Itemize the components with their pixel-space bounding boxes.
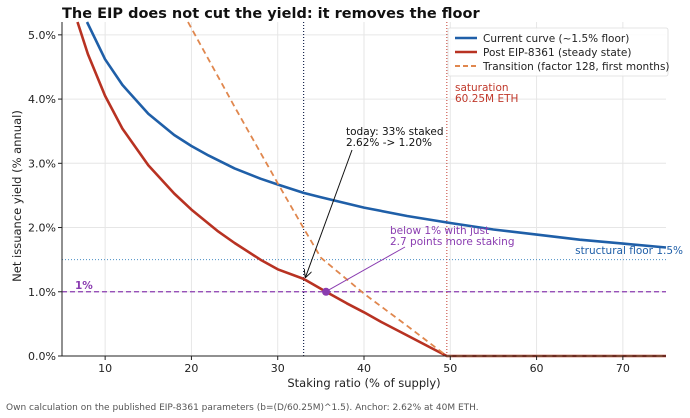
x-tick-label-4: 50 <box>443 362 457 375</box>
x-tick-label-3: 40 <box>357 362 371 375</box>
y-tick-label-1: 1.0% <box>28 286 56 299</box>
x-tick-label-2: 30 <box>271 362 285 375</box>
x-tick-label-0: 10 <box>98 362 112 375</box>
y-tick-label-3: 3.0% <box>28 157 56 170</box>
reference-lines <box>62 22 666 356</box>
legend-label-transition: Transition (factor 128, first months) <box>482 61 670 73</box>
y-tick-label-2: 2.0% <box>28 222 56 235</box>
x-axis-label: Staking ratio (% of supply) <box>287 376 440 390</box>
below-annotation-line2: 2.7 points more staking <box>390 236 515 248</box>
markers <box>322 287 331 296</box>
footnote: Own calculation on the published EIP-836… <box>6 403 479 413</box>
legend: Current curve (~1.5% floor) Post EIP-836… <box>447 27 670 77</box>
saturation-annotation-line1: saturation <box>455 82 509 94</box>
today-annotation-line1: today: 33% staked <box>346 126 444 138</box>
annotations: today: 33% staked 2.62% -> 1.20% saturat… <box>75 82 683 292</box>
legend-label-current: Current curve (~1.5% floor) <box>483 33 629 45</box>
x-tick-label-6: 70 <box>616 362 630 375</box>
below-annotation-line1: below 1% with just <box>390 225 489 237</box>
y-tick-label-5: 5.0% <box>28 29 56 42</box>
tick-labels: 10 20 30 40 50 60 70 0.0% 1.0% 2.0% 3.0% 4.0% 5.0% <box>28 29 630 375</box>
legend-frame <box>447 27 669 77</box>
legend-label-post: Post EIP-8361 (steady state) <box>483 47 631 59</box>
y-tick-label-4: 4.0% <box>28 93 56 106</box>
x-tick-label-1: 20 <box>184 362 198 375</box>
saturation-annotation-line2: 60.25M ETH <box>455 93 518 105</box>
chart-title: The EIP does not cut the yield: it remov… <box>62 6 480 22</box>
today-annotation-line2: 2.62% -> 1.20% <box>346 137 432 149</box>
axes <box>58 22 666 360</box>
x-tick-label-5: 60 <box>530 362 544 375</box>
y-axis-label: Net issuance yield (% annual) <box>10 110 24 282</box>
floor-annotation: structural floor 1.5% <box>575 245 683 257</box>
series-line-post <box>76 21 666 358</box>
y-tick-label-0: 0.0% <box>28 350 56 363</box>
today-arrow <box>306 149 353 277</box>
one-percent-marker <box>322 287 331 296</box>
one-percent-annotation: 1% <box>75 280 93 292</box>
series-line-current <box>85 21 667 249</box>
below-pointer-line <box>328 246 406 291</box>
